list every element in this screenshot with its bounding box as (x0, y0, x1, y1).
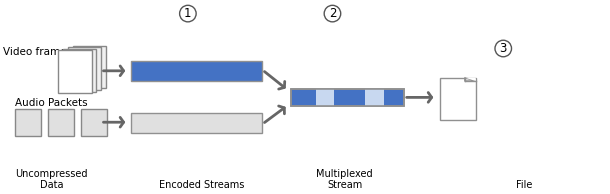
Text: Encoded Streams: Encoded Streams (159, 180, 244, 190)
Text: Multiplexed
Stream: Multiplexed Stream (317, 169, 373, 190)
Bar (440, 78, 476, 120)
Text: Audio Packets: Audio Packets (15, 98, 88, 108)
Bar (63, 49, 96, 92)
Bar (81, 109, 107, 136)
Bar (131, 61, 262, 81)
Bar (365, 89, 384, 106)
Polygon shape (465, 78, 476, 81)
Bar (73, 46, 106, 88)
Bar (291, 89, 404, 106)
Bar (316, 89, 334, 106)
Bar (48, 109, 74, 136)
Text: 2: 2 (329, 7, 336, 20)
Text: 3: 3 (500, 42, 507, 55)
Text: File: File (517, 180, 533, 190)
Bar (15, 109, 41, 136)
Text: 1: 1 (184, 7, 192, 20)
Polygon shape (465, 78, 476, 81)
Bar (291, 89, 404, 106)
Bar (68, 47, 101, 90)
Bar (58, 50, 92, 93)
Bar (131, 113, 262, 133)
Text: Uncompressed
Data: Uncompressed Data (16, 169, 88, 190)
Text: Video frames: Video frames (3, 47, 72, 57)
